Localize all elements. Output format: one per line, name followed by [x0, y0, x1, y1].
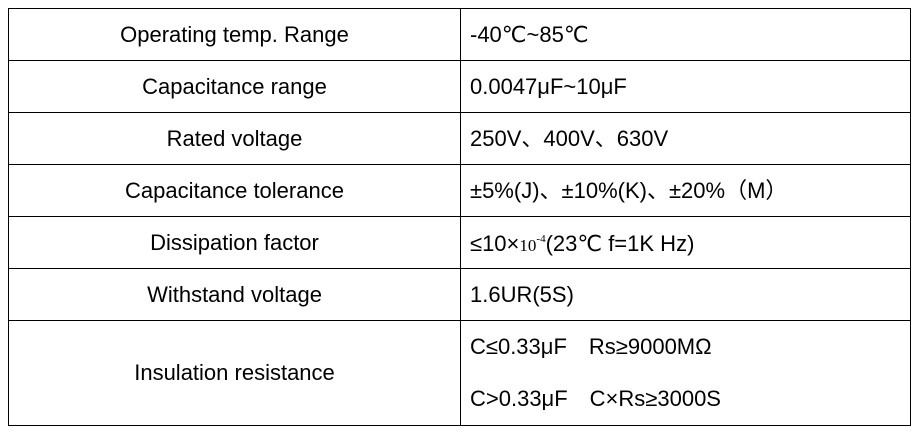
dissipation-base: 10 [519, 236, 537, 255]
parameter-cell: Rated voltage [8, 112, 461, 165]
parameter-cell: Dissipation factor [8, 216, 461, 269]
table-row: Operating temp. Range -40℃~85℃ [8, 8, 911, 61]
insulation-requirement: Rs≥9000MΩ [588, 334, 712, 359]
value-cell: -40℃~85℃ [460, 8, 911, 61]
value-cell: ±5%(J)、±10%(K)、±20%（M） [460, 164, 911, 217]
table-row: Capacitance tolerance ±5%(J)、±10%(K)、±20… [8, 164, 911, 217]
parameter-cell: Capacitance range [8, 60, 461, 113]
dissipation-prefix: ≤10× [470, 231, 520, 256]
insulation-condition: C>0.33μF [470, 386, 568, 411]
value-cell: C≤0.33μF Rs≥9000MΩ C>0.33μF C×Rs≥3000S [460, 320, 911, 426]
table-row: Rated voltage 250V、400V、630V [8, 112, 911, 165]
table-row: Capacitance range 0.0047μF~10μF [8, 60, 911, 113]
parameter-cell: Capacitance tolerance [8, 164, 461, 217]
value-cell: ≤10×10-4(23℃ f=1K Hz) [460, 216, 911, 269]
table-row: Insulation resistance C≤0.33μF Rs≥9000MΩ … [8, 320, 911, 426]
dissipation-exponent: -4 [536, 233, 546, 245]
insulation-condition: C≤0.33μF [470, 334, 567, 359]
table-row: Withstand voltage 1.6UR(5S) [8, 268, 911, 321]
value-cell: 0.0047μF~10μF [460, 60, 911, 113]
parameter-cell: Insulation resistance [8, 320, 461, 426]
specification-table: Operating temp. Range -40℃~85℃ Capacitan… [8, 8, 911, 426]
insulation-line: C≤0.33μF Rs≥9000MΩ [470, 321, 910, 373]
insulation-line: C>0.33μF C×Rs≥3000S [470, 373, 910, 425]
parameter-cell: Withstand voltage [8, 268, 461, 321]
table-row: Dissipation factor ≤10×10-4(23℃ f=1K Hz) [8, 216, 911, 269]
parameter-cell: Operating temp. Range [8, 8, 461, 61]
dissipation-suffix: (23℃ f=1K Hz) [545, 231, 695, 256]
value-cell: 250V、400V、630V [460, 112, 911, 165]
insulation-requirement: C×Rs≥3000S [589, 386, 721, 411]
value-cell: 1.6UR(5S) [460, 268, 911, 321]
